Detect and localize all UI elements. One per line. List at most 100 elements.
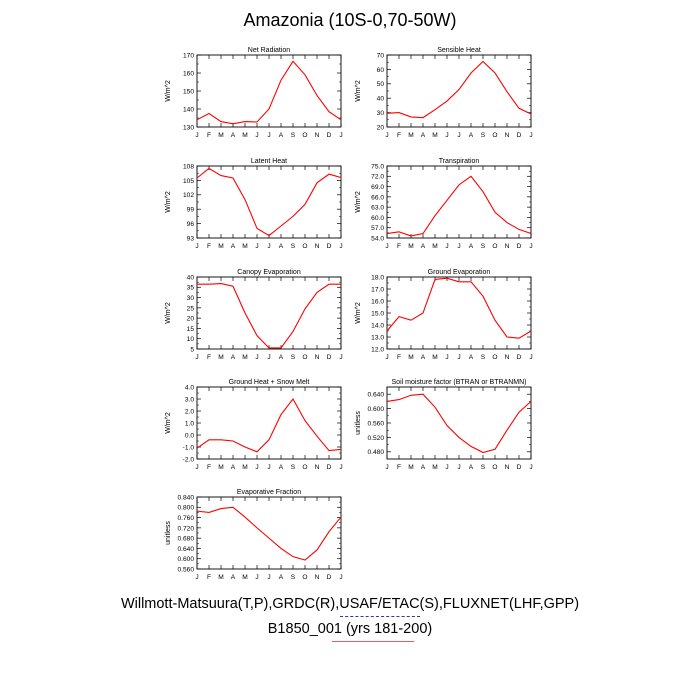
y-tick-label: 96: [187, 221, 195, 228]
x-tick-label: J: [529, 464, 532, 471]
x-tick-label: A: [469, 354, 474, 361]
x-tick-label: M: [408, 132, 414, 139]
x-tick-label: J: [445, 464, 448, 471]
y-axis-label: W/m^2: [165, 80, 172, 102]
y-tick-label: 0.600: [177, 556, 194, 563]
y-tick-label: 30: [377, 110, 385, 117]
panel-8: Soil moisture factor (BTRAN or BTRANMN) u…: [355, 379, 533, 471]
x-tick-label: A: [279, 243, 284, 250]
y-tick-label: 20: [377, 124, 385, 131]
x-tick-label: J: [255, 354, 258, 361]
x-tick-label: M: [218, 464, 224, 471]
y-tick-label: 12.0: [371, 346, 384, 353]
x-tick-label: O: [302, 243, 307, 250]
x-tick-label: M: [218, 132, 224, 139]
x-tick-label: J: [529, 132, 532, 139]
x-tick-label: N: [315, 574, 320, 581]
series-line: [197, 283, 341, 349]
x-tick-label: M: [242, 354, 248, 361]
y-tick-label: 0.560: [177, 566, 194, 573]
x-tick-label: D: [517, 464, 522, 471]
x-tick-label: J: [529, 243, 532, 250]
x-tick-label: O: [302, 574, 307, 581]
x-tick-label: N: [505, 354, 510, 361]
series-line: [196, 167, 342, 237]
x-tick-label: J: [385, 132, 388, 139]
x-tick-label: J: [385, 243, 388, 250]
y-tick-label: 63.0: [371, 205, 384, 212]
y-tick-label: 170: [183, 52, 194, 59]
x-tick-label: S: [481, 354, 486, 361]
y-tick-label: 2.0: [185, 408, 194, 415]
x-tick-label: F: [207, 243, 211, 250]
panel-6: Ground Evaporation W/m^2 12.0 13.0 14.0 15.0 1…: [355, 269, 533, 361]
y-axis-label: unitless: [165, 521, 172, 545]
plot-frame: [196, 496, 342, 570]
x-tick-label: D: [327, 464, 332, 471]
panel-7: Ground Heat + Snow Melt W/m^2 -2.0 -1.0 0.0 1…: [165, 379, 343, 471]
x-tick-label: J: [385, 464, 388, 471]
x-tick-label: N: [315, 243, 320, 250]
x-tick-label: S: [291, 243, 296, 250]
y-tick-label: 17.0: [371, 286, 384, 293]
x-tick-label: M: [432, 464, 438, 471]
y-tick-label: 40: [377, 96, 385, 103]
x-tick-label: J: [267, 354, 270, 361]
y-tick-label: 72.0: [371, 174, 384, 181]
x-tick-label: S: [481, 132, 486, 139]
y-tick-label: 5: [190, 346, 194, 353]
y-tick-label: 60.0: [371, 215, 384, 222]
x-tick-label: M: [218, 574, 224, 581]
panel-title: Net Radiation: [248, 47, 291, 54]
panel-title: Latent Heat: [251, 158, 287, 165]
x-tick-label: M: [432, 354, 438, 361]
x-tick-label: A: [421, 464, 426, 471]
x-tick-label: J: [267, 243, 270, 250]
x-tick-label: J: [195, 464, 198, 471]
x-tick-label: J: [457, 132, 460, 139]
y-tick-label: 130: [183, 124, 194, 131]
x-tick-label: J: [445, 132, 448, 139]
x-tick-label: A: [421, 354, 426, 361]
x-tick-label: N: [315, 354, 320, 361]
x-tick-label: J: [339, 464, 342, 471]
x-tick-label: D: [327, 354, 332, 361]
y-tick-label: 93: [187, 235, 195, 242]
x-tick-label: J: [339, 132, 342, 139]
x-tick-label: F: [397, 354, 401, 361]
x-tick-label: F: [397, 464, 401, 471]
y-axis-label: W/m^2: [165, 191, 172, 213]
y-tick-label: 69.0: [371, 184, 384, 191]
x-tick-label: J: [195, 132, 198, 139]
x-tick-label: N: [505, 464, 510, 471]
case-caption: B1850_001 (yrs 181-200): [267, 621, 433, 637]
x-tick-label: J: [195, 243, 198, 250]
y-tick-label: 102: [183, 192, 194, 199]
y-tick-label: 0.480: [367, 449, 384, 456]
y-tick-label: 35: [187, 285, 195, 292]
x-tick-label: F: [207, 464, 211, 471]
panel-title: Ground Evaporation: [428, 269, 491, 276]
x-tick-label: M: [242, 464, 248, 471]
x-tick-label: J: [255, 243, 258, 250]
x-tick-label: A: [421, 243, 426, 250]
x-tick-label: M: [242, 132, 248, 139]
series-line: [386, 60, 532, 119]
x-tick-label: A: [231, 243, 236, 250]
x-tick-label: J: [255, 132, 258, 139]
panel-5: Canopy Evaporation W/m^2 5 10 15 20 25 30 35 40 J F…: [165, 269, 343, 361]
y-tick-label: 40: [187, 274, 195, 281]
y-axis-label: W/m^2: [355, 80, 362, 102]
plot-frame: [196, 165, 342, 239]
x-tick-label: M: [242, 243, 248, 250]
x-tick-label: M: [218, 243, 224, 250]
panel-title: Soil moisture factor (BTRAN or BTRANMN): [392, 379, 527, 386]
x-tick-label: O: [302, 132, 307, 139]
x-tick-label: D: [327, 574, 332, 581]
y-tick-label: 3.0: [185, 396, 194, 403]
y-tick-label: 0.520: [367, 435, 384, 442]
